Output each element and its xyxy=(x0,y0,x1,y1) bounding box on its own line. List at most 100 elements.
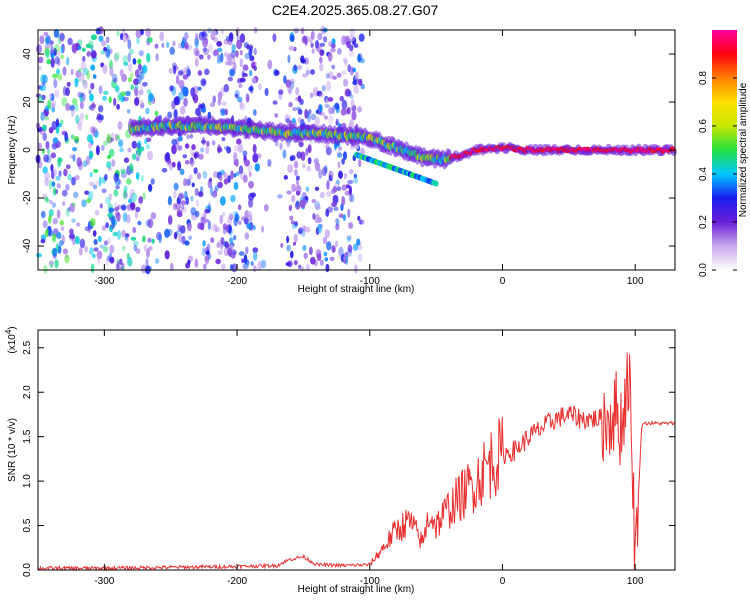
noise-speckle xyxy=(315,44,320,52)
noise-speckle xyxy=(319,49,325,56)
noise-speckle xyxy=(301,73,308,78)
noise-speckle xyxy=(217,146,223,153)
noise-speckle xyxy=(177,145,183,151)
noise-speckle xyxy=(248,48,253,57)
noise-speckle xyxy=(263,204,269,212)
noise-speckle xyxy=(327,97,334,102)
noise-speckle xyxy=(258,83,262,91)
noise-speckle xyxy=(139,99,145,110)
noise-speckle xyxy=(295,184,302,195)
noise-speckle xyxy=(210,237,215,243)
noise-speckle xyxy=(248,213,253,223)
noise-speckle xyxy=(61,97,68,107)
colorbar: 0.0 0.2 0.4 0.6 0.8 Normalized spectral ampl… xyxy=(698,30,749,277)
noise-speckle xyxy=(346,41,351,48)
noise-speckle xyxy=(129,202,136,210)
noise-speckle xyxy=(107,203,114,210)
noise-speckle xyxy=(295,87,300,96)
noise-speckle xyxy=(119,258,123,266)
noise-speckle xyxy=(65,207,70,217)
noise-speckle xyxy=(119,69,124,77)
noise-speckle xyxy=(86,70,91,80)
noise-speckle xyxy=(76,222,81,227)
noise-speckle xyxy=(44,171,50,181)
noise-speckle xyxy=(310,256,316,265)
noise-speckle xyxy=(357,53,361,63)
noise-speckle xyxy=(343,78,349,87)
noise-speckle xyxy=(48,93,53,99)
snr-y-tick-label: 0.0 xyxy=(22,563,33,577)
noise-speckle xyxy=(212,37,219,42)
noise-speckle xyxy=(336,72,342,78)
noise-speckle xyxy=(272,33,277,42)
noise-speckle xyxy=(122,54,128,64)
noise-speckle xyxy=(328,71,334,80)
noise-speckle xyxy=(346,234,353,240)
noise-speckle xyxy=(328,40,333,47)
noise-speckle xyxy=(345,184,350,189)
snr-y-tick-label: 2.0 xyxy=(22,385,33,399)
spectrogram-x-tick-label: 0 xyxy=(500,276,506,287)
noise-speckle xyxy=(40,129,46,136)
noise-speckle xyxy=(334,180,340,189)
noise-speckle xyxy=(244,52,250,60)
noise-speckle xyxy=(126,214,131,224)
noise-speckle xyxy=(115,185,120,190)
noise-speckle xyxy=(314,186,320,191)
noise-speckle xyxy=(106,255,111,262)
noise-speckle xyxy=(293,260,298,266)
noise-speckle xyxy=(316,253,322,262)
noise-speckle xyxy=(325,208,330,217)
noise-speckle xyxy=(60,54,64,60)
noise-speckle xyxy=(92,230,97,237)
noise-speckle xyxy=(62,201,66,206)
noise-speckle xyxy=(200,147,205,153)
noise-speckle xyxy=(288,45,295,51)
noise-speckle xyxy=(299,199,306,208)
noise-speckle xyxy=(260,259,267,269)
noise-speckle xyxy=(330,42,336,49)
noise-speckle xyxy=(202,47,207,52)
noise-speckle xyxy=(135,152,141,162)
noise-speckle xyxy=(55,175,61,181)
noise-speckle xyxy=(331,38,336,45)
noise-speckle xyxy=(184,160,190,165)
noise-speckle xyxy=(85,155,91,166)
noise-speckle xyxy=(200,78,207,87)
snr-multiplier: (x104) xyxy=(4,326,18,353)
noise-speckle xyxy=(109,256,115,264)
noise-speckle xyxy=(112,73,118,83)
noise-speckle xyxy=(183,178,187,187)
noise-speckle xyxy=(98,176,102,187)
noise-speckle xyxy=(220,237,225,245)
noise-speckle xyxy=(150,178,155,185)
noise-speckle xyxy=(236,138,242,145)
noise-speckle xyxy=(135,206,141,213)
noise-speckle xyxy=(253,65,257,71)
noise-speckle xyxy=(69,232,74,242)
noise-speckle xyxy=(334,217,339,224)
noise-speckle xyxy=(138,50,144,57)
noise-speckle xyxy=(171,144,177,155)
noise-speckle xyxy=(211,223,216,231)
noise-speckle xyxy=(208,253,212,260)
noise-speckle xyxy=(217,181,224,189)
noise-speckle xyxy=(274,69,280,76)
noise-speckle xyxy=(217,239,221,248)
noise-speckle xyxy=(78,72,85,82)
noise-speckle xyxy=(75,235,80,245)
snr-y-tick-label: 1.0 xyxy=(22,474,33,488)
noise-speckle xyxy=(237,204,242,211)
noise-speckle xyxy=(67,206,71,212)
noise-speckle xyxy=(129,72,134,78)
noise-speckle xyxy=(286,235,290,244)
noise-speckle xyxy=(139,85,143,92)
noise-speckle xyxy=(105,161,112,169)
noise-speckle xyxy=(136,143,141,149)
noise-speckle xyxy=(202,240,206,247)
noise-speckle xyxy=(183,66,189,75)
noise-speckle xyxy=(50,152,57,159)
noise-speckle xyxy=(110,132,115,138)
noise-speckle xyxy=(241,103,246,111)
